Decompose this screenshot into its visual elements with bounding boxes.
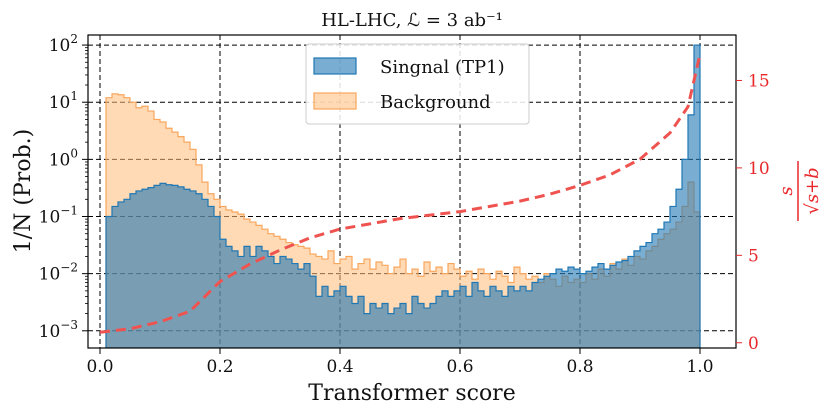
y-axis-right-label-denominator: √s+b [802,167,823,214]
y-axis-right-label: s √s+b [776,161,823,221]
x-tick-label-0: 0.0 [86,357,113,377]
y-tick-label-2: 10−1 [39,204,78,228]
signal-histogram [105,44,701,348]
y-tick-label-1: 10−2 [39,261,78,285]
y-right-tick-label-0: 0 [748,334,759,354]
legend-box [305,43,530,125]
x-tick-label-4: 0.8 [566,357,593,377]
x-tick-label-2: 0.4 [326,357,353,377]
x-tick-label-1: 0.2 [206,357,233,377]
y-axis-right-label-numerator: s [776,186,797,195]
y-right-tick-label-3: 15 [748,71,770,91]
y-axis-ticks: 10−3 10−2 10−1 100 101 102 [39,32,88,342]
plot-frame [87,34,737,349]
y-axis-right-ticks: 0 5 10 15 [736,71,770,354]
legend-label-signal: Singnal (TP1) [380,57,505,78]
y-axis-label: 1/N (Prob.) [11,129,36,253]
legend-swatch-background [313,92,357,110]
histogram-layer [105,44,701,348]
y-right-tick-label-2: 10 [748,159,770,179]
x-axis-ticks: 0.0 0.2 0.4 0.6 0.8 1.0 [86,348,714,377]
y-tick-label-5: 102 [49,32,78,56]
x-tick-label-5: 1.0 [686,357,713,377]
x-axis-label: Transformer score [308,381,515,406]
legend-swatch-signal [313,57,357,75]
significance-line-layer [99,53,702,334]
y-tick-label-3: 100 [49,146,78,170]
y-tick-label-4: 101 [49,89,78,113]
chart-title: HL-LHC, ℒ = 3 ab⁻¹ [321,10,503,31]
significance-curve [99,53,702,334]
y-tick-label-0: 10−3 [39,318,78,342]
x-tick-label-3: 0.6 [446,357,473,377]
legend: Singnal (TP1) Background [305,43,530,125]
legend-label-background: Background [380,92,491,113]
y-right-tick-label-1: 5 [748,246,759,266]
